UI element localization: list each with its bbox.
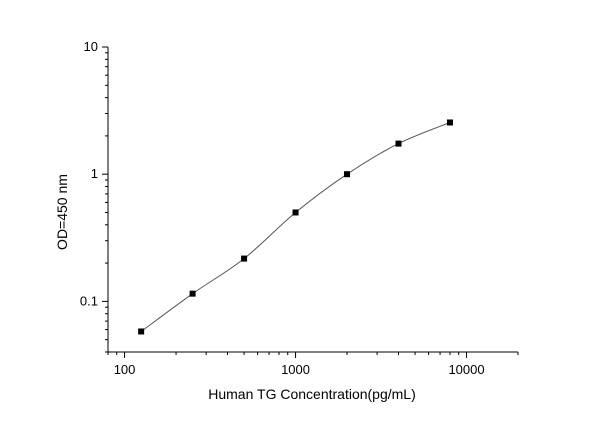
x-tick-label: 10000 — [448, 362, 484, 377]
x-tick-label: 1000 — [281, 362, 310, 377]
data-point — [189, 290, 196, 297]
data-point — [241, 255, 248, 262]
data-point — [395, 140, 402, 147]
series-line — [140, 122, 451, 332]
y-tick-label: 1 — [91, 166, 98, 181]
y-axis-title: OD=450 nm — [54, 174, 70, 250]
x-tick-label: 100 — [114, 362, 136, 377]
series-layer — [138, 119, 453, 335]
data-point — [344, 171, 351, 178]
data-point — [446, 119, 453, 126]
y-tick-label: 10 — [84, 39, 98, 54]
data-point — [292, 209, 299, 216]
ticks: 100 1000 10000 0.1 1 10 — [80, 39, 519, 377]
x-axis-title: Human TG Concentration(pg/mL) — [208, 386, 416, 402]
data-point — [138, 328, 145, 335]
y-tick-label: 0.1 — [80, 293, 98, 308]
axes — [107, 47, 518, 353]
